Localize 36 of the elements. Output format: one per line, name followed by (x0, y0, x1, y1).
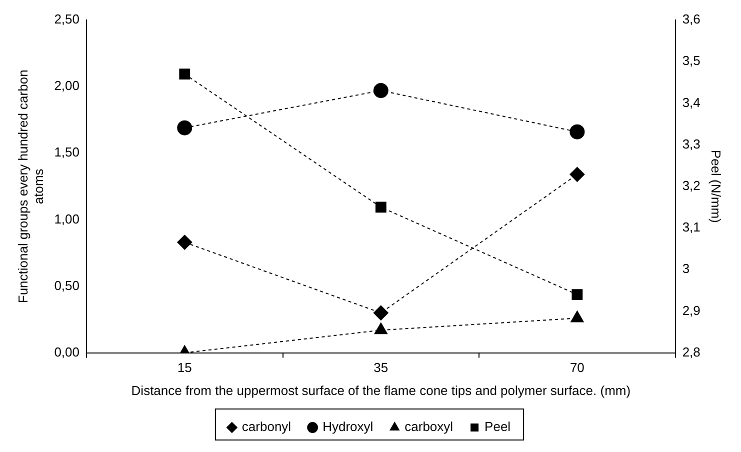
x-tick-label: 70 (570, 360, 584, 376)
point (570, 310, 584, 322)
y-tick-label: 1,00 (54, 211, 80, 226)
y2-tick-label: 3 (682, 261, 690, 276)
point (373, 305, 388, 320)
point (177, 120, 192, 136)
point (375, 202, 386, 213)
point (373, 83, 388, 98)
y2-tick-label: 2,8 (682, 344, 700, 360)
y2-tick-label: 3,2 (682, 178, 700, 193)
y2-axis-title: Peel (N/mm) (708, 150, 724, 223)
point (177, 234, 192, 250)
point (570, 166, 585, 182)
y2-tick-label: 3,1 (682, 220, 700, 235)
legend-label: carbonyl (242, 419, 292, 434)
y-tick-label: 2,50 (54, 12, 80, 27)
point (374, 322, 388, 334)
point (179, 68, 190, 80)
y2-tick-label: 2,9 (682, 302, 700, 318)
legend-label: carboxyl (404, 419, 454, 434)
x-tick-label: 15 (177, 360, 192, 376)
y-tick-label: 0,00 (54, 344, 80, 360)
y2-tick-label: 3,6 (682, 12, 700, 27)
legend-label: Peel (484, 419, 511, 434)
y-axis-title: Functional groups every hundred carbon atoms (15, 70, 46, 304)
legend-label: Hydroxyl (322, 419, 374, 434)
x-axis-title: Distance from the uppermost surface of the flame cone tips and polymer surface. (mm) (131, 382, 631, 398)
point (572, 289, 583, 300)
y-tick-label: 0,50 (54, 278, 80, 293)
y-tick-label: 1,50 (54, 144, 80, 160)
point (570, 124, 585, 140)
y2-tick-label: 3,5 (682, 53, 700, 68)
y2-tick-label: 3,4 (682, 94, 700, 110)
y2-tick-label: 3,3 (682, 136, 700, 152)
y-tick-label: 2,00 (54, 78, 80, 94)
x-tick-label: 35 (374, 360, 388, 376)
